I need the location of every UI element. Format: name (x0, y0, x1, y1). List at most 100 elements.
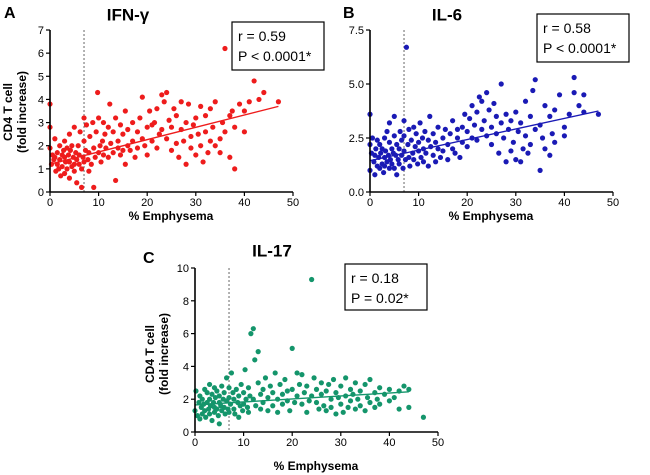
panel-b-point (474, 109, 480, 115)
panel-a-point (151, 119, 158, 126)
panel-a-point (210, 124, 216, 130)
panel-c-point (245, 409, 252, 415)
panel-c-point (352, 380, 358, 386)
panel-a-y-tick-label: 6 (38, 48, 44, 60)
panel-c-point (206, 396, 213, 402)
panel-c-y-label: CD4 T cell (143, 325, 157, 383)
panel-a-point (95, 89, 101, 96)
panel-a-point (58, 173, 64, 179)
panel-a-point (134, 129, 141, 135)
panel-b-point (522, 133, 529, 139)
panel-c-point (377, 385, 383, 391)
panel-c-point (265, 394, 271, 401)
panel-a-stat-p: P < 0.0001* (238, 48, 312, 64)
panel-a-point (164, 89, 170, 96)
panel-a-point (100, 119, 107, 126)
panel-b-regression-line (369, 110, 599, 162)
panel-b-point (386, 165, 393, 171)
panel-a-point (75, 143, 81, 149)
panel-a-point (190, 122, 196, 128)
panel-b-point (381, 169, 387, 176)
panel-a-point (64, 166, 70, 172)
panel-a-point (222, 129, 228, 135)
panel-b-point (422, 128, 428, 135)
panel-c-point (228, 370, 235, 376)
panel-a-point (139, 94, 145, 100)
panel-c-point (223, 375, 230, 381)
panel-b-point (459, 124, 465, 130)
panel-a-point (198, 143, 204, 149)
panel-a-point (207, 138, 213, 144)
panel-a-point (142, 143, 148, 149)
panel-a-point (171, 106, 177, 112)
panel-a-point (202, 113, 209, 119)
panel-a-point (81, 138, 87, 144)
panel-a-point (127, 147, 133, 153)
panel-b-point (532, 126, 538, 132)
panel-b-point (530, 87, 536, 94)
panel-c-letter: C (143, 250, 155, 267)
panel-b-point (395, 157, 401, 163)
panel-c-point (221, 404, 227, 410)
panel-b-point (454, 126, 461, 132)
panel-a-y-tick-label: 0 (38, 187, 44, 199)
panel-b-point (457, 154, 463, 161)
panel-a-point (232, 124, 238, 130)
panel-c-point (248, 331, 254, 337)
panel-a-x-tick-label: 20 (141, 197, 153, 209)
panel-b-point (547, 152, 553, 158)
panel-c-y-tick-label: 2 (183, 394, 189, 406)
panel-c-x-tick-label: 20 (286, 437, 298, 449)
panel-b-point (552, 139, 558, 145)
panel-b-point (382, 148, 389, 154)
panel-a-y-label: CD4 T cell (1, 83, 15, 141)
panel-a-point (54, 150, 60, 156)
panel-c-x-tick-label: 30 (335, 437, 347, 449)
panel-a-point (173, 113, 179, 119)
panel-c-point (214, 406, 220, 412)
panel-b-point (501, 135, 507, 141)
panel-c-point (311, 375, 317, 381)
panel-b-point (381, 135, 388, 141)
panel-c-y-tick-label: 6 (183, 329, 189, 341)
panel-a-point (65, 152, 72, 158)
panel-b-point (537, 167, 543, 173)
panel-c-point (406, 386, 412, 392)
panel-a-point (81, 159, 87, 165)
panel-b-point (445, 157, 451, 163)
panel-c-point (321, 403, 327, 409)
panel-a-point (122, 161, 128, 167)
panel-a: A IFN-γ 0 10 20 30 40 50 0 1 2 3 4 5 6 7 % Emphysema CD4 … (1, 5, 325, 223)
panel-b-point (498, 81, 504, 87)
panel-c-point (338, 401, 344, 407)
panel-c-point (301, 390, 307, 396)
panel-b-point (462, 111, 468, 117)
panel-b-y-tick-label: 7.5 (349, 25, 364, 37)
panel-b-point (435, 146, 441, 152)
panel-a-x-tick-label: 10 (92, 197, 104, 209)
panel-b-point (539, 135, 546, 141)
panel-a-point (193, 152, 199, 158)
panel-c-point (352, 406, 358, 412)
panel-b-point (384, 128, 390, 135)
panel-c-point (226, 409, 232, 415)
panel-c-point (238, 381, 244, 388)
panel-c-point (226, 394, 232, 401)
panel-b-point (549, 131, 555, 137)
panel-a-point (61, 138, 68, 144)
panel-a-point (154, 106, 160, 112)
panel-a-point (236, 101, 243, 107)
panel-a-point (212, 99, 218, 105)
panel-c-point (362, 381, 368, 388)
panel-c-point (377, 401, 383, 407)
panel-b-point (518, 120, 524, 126)
panel-b-point (398, 137, 405, 143)
panel-c-point (318, 380, 324, 386)
panel-b-point (423, 150, 429, 156)
panel-b-point (373, 146, 379, 152)
panel-a-point (120, 131, 126, 137)
panel-b-point (386, 120, 393, 126)
panel-a-point (147, 108, 153, 114)
panel-c-point (357, 388, 363, 394)
panel-c-point (197, 416, 203, 422)
